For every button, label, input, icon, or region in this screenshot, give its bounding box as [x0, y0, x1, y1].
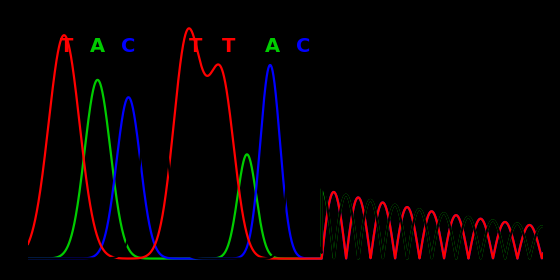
Text: T: T [222, 37, 236, 56]
Text: G: G [151, 37, 167, 56]
Text: T: T [60, 37, 73, 56]
Text: T: T [189, 37, 202, 56]
Text: C: C [122, 37, 136, 56]
Text: C: C [296, 37, 311, 56]
Text: A: A [265, 37, 281, 56]
Text: A: A [90, 37, 105, 56]
Text: G: G [326, 37, 343, 56]
